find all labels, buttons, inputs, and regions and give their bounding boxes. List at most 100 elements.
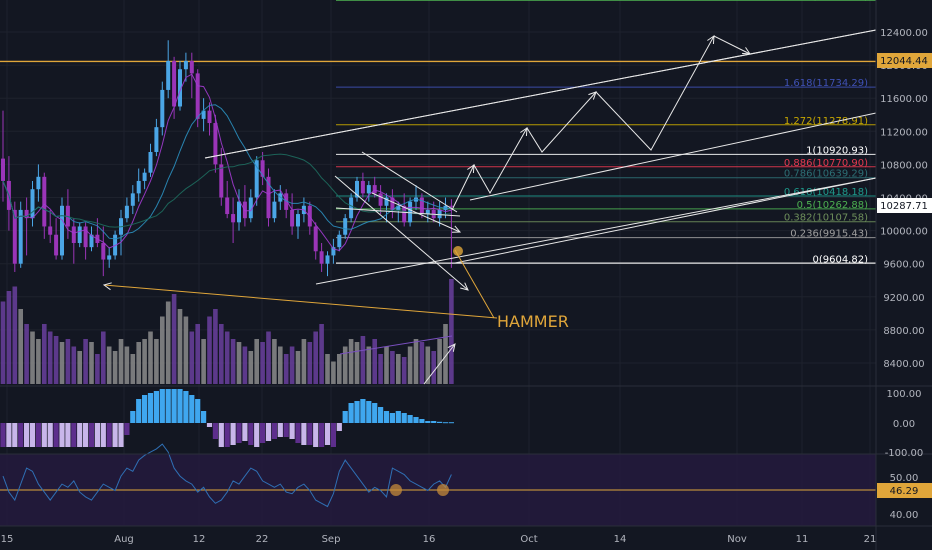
candle-body [296, 214, 300, 227]
macd-bar [319, 423, 325, 447]
volume-bar [266, 331, 271, 384]
trend-down-arrow-line [334, 175, 469, 291]
candle-body [107, 255, 112, 260]
volume-bar [213, 309, 218, 384]
macd-bar [419, 419, 425, 423]
volume-bar [0, 301, 6, 384]
volume-bar [301, 339, 307, 384]
volume-bar [283, 354, 289, 384]
volume-bar [407, 346, 413, 384]
trend-down-arrow-line-2 [371, 192, 461, 233]
candle-body [189, 60, 194, 74]
volume-bar [384, 346, 389, 384]
fib-label: 0.382(10107.58) [784, 213, 868, 224]
candle-body [42, 176, 47, 227]
time-tick-label: 11 [796, 534, 809, 545]
macd-bar [401, 413, 407, 423]
candle-body [290, 209, 295, 227]
macd-bar [295, 423, 301, 443]
candle-body [130, 193, 135, 206]
volume-bar [236, 342, 242, 384]
candle-body [89, 234, 94, 248]
macd-bar [289, 423, 295, 439]
time-tick-label: 15 [1, 534, 14, 545]
volume-bar [219, 324, 224, 384]
rsi-level-label: 46.29 [877, 483, 932, 498]
volume-bar [112, 351, 118, 384]
volume-bar [260, 342, 265, 384]
volume-bar [18, 309, 23, 384]
volume-bar [42, 324, 47, 384]
price-tick-label: 12400.00 [880, 28, 928, 39]
macd-bar [201, 411, 207, 423]
macd-bar [206, 423, 213, 427]
candle-body [337, 234, 342, 248]
svg-text:10287.71: 10287.71 [880, 201, 928, 212]
macd-bar [189, 395, 195, 423]
macd-bar [212, 423, 218, 439]
macd-bar [77, 423, 83, 447]
candle-body [449, 205, 454, 207]
macd-bar [53, 423, 59, 447]
macd-bar [24, 423, 30, 447]
last-price-label: 10287.71 [877, 198, 932, 213]
volume-bar [337, 354, 342, 384]
fib-label: 0.236(9915.43) [790, 229, 868, 240]
volume-bar [36, 339, 41, 384]
candle-body [12, 209, 17, 264]
candle-body [425, 209, 430, 215]
volume-trend-line [339, 335, 453, 355]
volume-bar [59, 342, 65, 384]
macd-bar [236, 423, 242, 443]
volume-bar [207, 316, 212, 384]
candle-body [402, 205, 407, 223]
macd-bar [366, 401, 372, 423]
volume-bar [437, 339, 442, 384]
macd-bar [6, 423, 12, 447]
volume-bar [65, 339, 71, 384]
fib-label: 0.618(10418.18) [784, 187, 868, 198]
volume-bar [77, 351, 82, 384]
macd-bar [142, 395, 148, 423]
macd-bar [378, 407, 384, 423]
macd-bar [383, 411, 390, 423]
volume-bar [136, 342, 141, 384]
candle-body [408, 201, 413, 223]
candle-body [231, 214, 236, 223]
macd-bar [407, 415, 413, 423]
candle-body [313, 226, 318, 252]
volume-bar [30, 331, 35, 384]
macd-bar [88, 423, 95, 447]
volume-bar [242, 346, 248, 384]
macd-bar [83, 423, 89, 447]
macd-bar [65, 423, 71, 447]
volume-bar [319, 324, 324, 384]
volume-bar [449, 279, 454, 384]
hammer-pointer-right [454, 249, 495, 319]
hline-price-label: 12044.44 [877, 53, 932, 68]
channel-lower-line [454, 177, 877, 264]
macd-bar [425, 421, 431, 423]
hammer-marker [453, 246, 463, 256]
time-tick-label: 22 [256, 534, 269, 545]
hammer-pointer-left [103, 284, 498, 319]
price-tick-label: 11600.00 [880, 94, 928, 105]
candle-body [213, 123, 218, 165]
rsi-line [2, 443, 452, 508]
arrowhead [451, 225, 462, 233]
volume-bar [307, 342, 313, 384]
macd-bar [283, 423, 289, 437]
candle-body [54, 234, 59, 256]
macd-bar [431, 421, 437, 423]
macd-histogram [0, 389, 454, 447]
volume-bar [195, 324, 200, 384]
macd-bar [159, 389, 165, 423]
fib-label: 0.886(10770.90) [784, 158, 868, 169]
candle-body [225, 197, 230, 215]
time-axis: 15 Aug 12 22 Sep 16 Oct 14 Nov 11 21 [1, 534, 877, 545]
candle-body [219, 164, 224, 198]
volume-bar [354, 342, 360, 384]
volume-bar [89, 342, 94, 384]
volume-bar [401, 357, 407, 384]
